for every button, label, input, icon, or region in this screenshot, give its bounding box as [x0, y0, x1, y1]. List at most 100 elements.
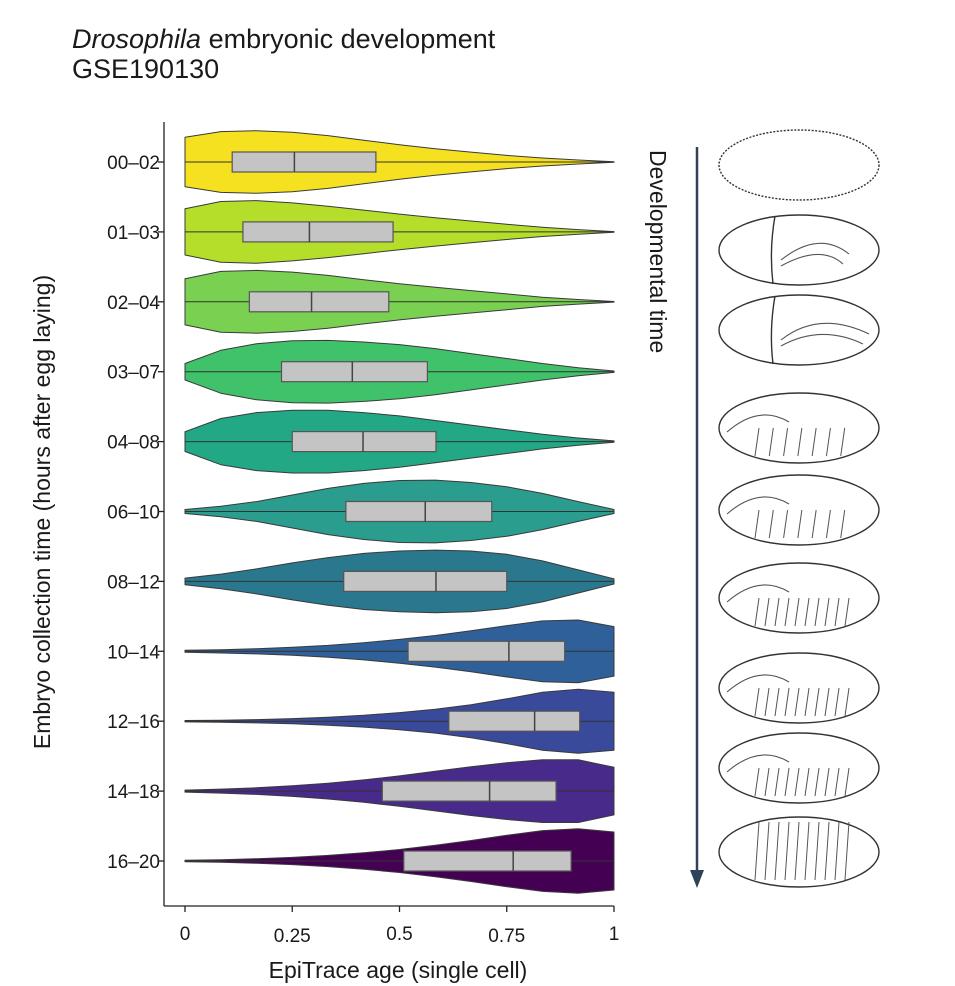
violin-row: 16–20: [107, 828, 615, 894]
chart-title: Drosophila embryonic development GSE1901…: [72, 24, 495, 84]
x-tick-label: 0.5: [386, 924, 412, 945]
segment-line: [804, 597, 810, 627]
segment-line: [814, 687, 820, 717]
embryo-outline: [718, 392, 880, 464]
y-tick-label: 14–18: [107, 782, 160, 803]
head-line: [726, 496, 790, 515]
dev-time-arrow-head: [690, 870, 704, 888]
segment-line: [794, 821, 800, 881]
violin-row: 02–04: [107, 269, 615, 334]
iqr-box: [231, 151, 377, 173]
segment-line: [774, 597, 780, 627]
y-tick-label: 06–10: [107, 503, 160, 524]
embryo-icon: [718, 816, 880, 888]
iqr-box: [381, 780, 557, 802]
segment-line: [768, 509, 774, 539]
segment-line: [794, 597, 800, 627]
violin-row: 12–16: [107, 688, 615, 754]
x-tick-label: 0.25: [274, 926, 311, 947]
chart-subtitle: GSE190130: [72, 54, 220, 84]
embryo-icon: [718, 474, 880, 546]
band-line: [780, 253, 844, 267]
segment-line: [824, 687, 830, 717]
embryo-icon: [718, 732, 880, 804]
violin-row: 00–02: [107, 130, 615, 194]
segment-line: [840, 509, 846, 539]
furrow-line: [770, 215, 776, 285]
segment-line: [840, 427, 846, 457]
segment-line: [764, 597, 770, 627]
embryo-icon: [718, 214, 880, 286]
embryo-outline: [718, 129, 880, 201]
iqr-box: [280, 361, 428, 383]
segment-line: [754, 687, 760, 717]
segment-line: [844, 687, 850, 717]
iqr-box: [448, 710, 581, 732]
title-rest: embryonic development: [201, 24, 496, 54]
segment-line: [794, 767, 800, 797]
segment-line: [825, 427, 831, 457]
segment-line: [824, 821, 830, 881]
head-line: [726, 674, 790, 693]
y-tick-label: 12–16: [107, 712, 160, 733]
x-tick-label: 1: [609, 924, 620, 945]
segment-line: [824, 767, 830, 797]
segment-line: [825, 509, 831, 539]
iqr-box: [248, 291, 390, 313]
segment-line: [814, 767, 820, 797]
segment-line: [804, 767, 810, 797]
violin-row: 14–18: [107, 759, 615, 823]
segment-line: [811, 509, 817, 539]
segment-line: [764, 821, 770, 881]
segment-line: [824, 597, 830, 627]
iqr-box: [242, 221, 394, 243]
segment-line: [784, 821, 790, 881]
y-axis-label: Embryo collection time (hours after egg …: [29, 275, 55, 749]
y-tick-label: 03–07: [107, 363, 160, 384]
embryo-icon: [718, 652, 880, 724]
segment-line: [797, 427, 803, 457]
iqr-box: [407, 640, 566, 662]
segment-line: [814, 821, 820, 881]
x-tick-label: 0: [180, 924, 191, 945]
iqr-box: [345, 500, 493, 523]
embryo-icon: [718, 562, 880, 634]
y-tick-label: 04–08: [107, 433, 160, 454]
segment-line: [784, 687, 790, 717]
segment-line: [834, 687, 840, 717]
violin-row: 04–08: [107, 409, 615, 474]
violin-row: 10–14: [107, 619, 615, 684]
segment-line: [844, 767, 850, 797]
band-line: [780, 322, 870, 341]
violin-row: 08–12: [107, 549, 615, 614]
title-line: Drosophila embryonic development: [72, 24, 495, 54]
segment-line: [783, 509, 789, 539]
segment-line: [774, 767, 780, 797]
segment-line: [797, 509, 803, 539]
violin-row: 06–10: [107, 479, 615, 544]
segment-line: [844, 821, 850, 881]
segment-line: [834, 821, 840, 881]
segment-line: [783, 427, 789, 457]
segment-line: [804, 821, 810, 881]
embryo-outline: [718, 214, 880, 286]
violin-group: 00–02 01–03 02–04 03–07 04–08 06–10 08–12 10–14…: [107, 130, 615, 894]
axes: 0 0.25 0.5 0.75 1 EpiTrace age (single cell) E…: [29, 122, 619, 983]
embryo-outline: [718, 474, 880, 546]
segment-line: [754, 767, 760, 797]
embryo-outline: [718, 816, 880, 888]
developmental-time-panel: Developmental time: [645, 129, 880, 888]
iqr-box: [291, 431, 437, 453]
segment-line: [764, 687, 770, 717]
segment-line: [754, 821, 760, 881]
segment-line: [834, 767, 840, 797]
title-italic: Drosophila: [72, 24, 202, 54]
head-line: [726, 584, 790, 603]
segment-line: [794, 687, 800, 717]
y-tick-label: 02–04: [107, 293, 160, 314]
segment-line: [768, 427, 774, 457]
y-tick-label: 00–02: [107, 153, 160, 174]
iqr-box: [343, 570, 508, 593]
segment-line: [814, 597, 820, 627]
